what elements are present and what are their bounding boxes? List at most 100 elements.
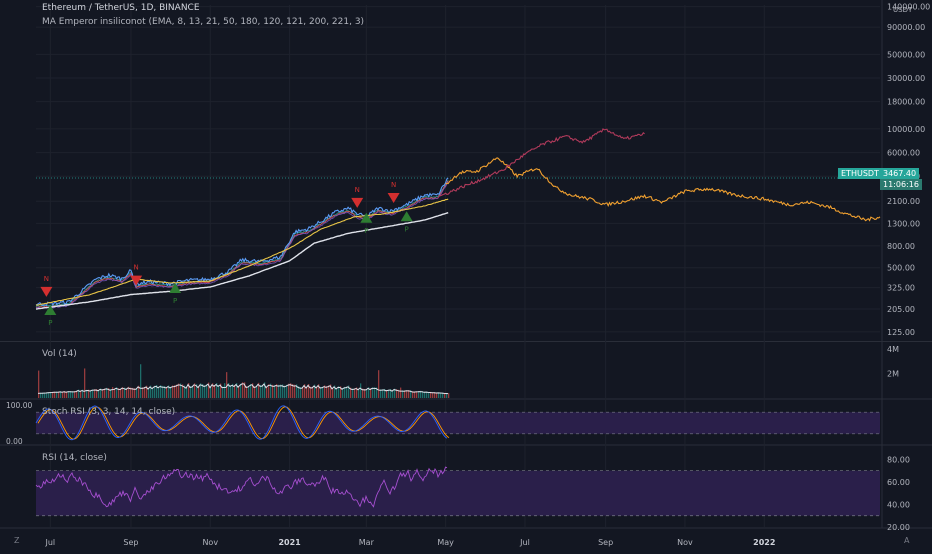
volume-bar: [212, 383, 214, 398]
volume-bar: [334, 385, 336, 398]
price-tick-label: 2100.00: [887, 197, 920, 206]
time-tick-label: Jul: [519, 538, 530, 547]
volume-bar: [144, 386, 146, 398]
volume-bar: [376, 387, 378, 398]
volume-bar: [370, 388, 372, 398]
volume-bar: [366, 388, 368, 398]
volume-tick-label: 4M: [887, 345, 899, 354]
volume-bar: [292, 384, 294, 398]
volume-bar: [172, 385, 174, 398]
buy-signal-marker[interactable]: [400, 211, 413, 222]
volume-bar: [92, 389, 94, 398]
volume-bar: [396, 389, 398, 398]
volume-bar: [348, 385, 350, 398]
volume-pane-label[interactable]: Vol (14): [42, 349, 77, 359]
volume-bar: [250, 383, 252, 398]
volume-bar: [138, 385, 140, 398]
ema-yellow-line[interactable]: [36, 198, 449, 306]
volume-bar: [356, 387, 358, 398]
time-tick-label: Sep: [123, 538, 138, 547]
volume-bar: [178, 383, 180, 398]
volume-bar: [224, 383, 226, 398]
volume-bar: [262, 384, 264, 398]
rsi-band: [36, 470, 880, 516]
volume-bar: [58, 391, 60, 398]
volume-bar: [306, 387, 308, 398]
volume-bar: [314, 384, 316, 398]
volume-bar: [362, 388, 364, 398]
volume-bar: [214, 385, 216, 398]
volume-bar: [268, 384, 270, 398]
volume-bar: [242, 382, 244, 398]
volume-bar: [216, 382, 218, 398]
volume-bar: [418, 391, 420, 398]
sell-signal-marker[interactable]: [40, 286, 53, 297]
volume-bar: [338, 386, 340, 398]
price-tick-label: 1300.00: [887, 219, 920, 228]
volume-bar: [282, 384, 284, 398]
volume-bar: [80, 390, 82, 398]
buy-signal-label: P: [48, 319, 52, 327]
volume-bar: [132, 387, 134, 398]
volume-bar: [84, 368, 86, 398]
indicator-legend[interactable]: MA Emperor insiliconot (EMA, 8, 13, 21, …: [42, 17, 365, 27]
volume-bar: [432, 392, 434, 398]
buy-signal-marker[interactable]: [44, 305, 57, 316]
sell-signal-marker[interactable]: [130, 275, 143, 286]
volume-bar: [386, 390, 388, 398]
volume-bar: [220, 383, 222, 398]
volume-bar: [218, 385, 220, 398]
volume-bar: [68, 391, 70, 398]
auto-scale-button[interactable]: A: [904, 536, 910, 545]
price-tick-label: 50000.00: [887, 50, 925, 59]
projection-orange-line[interactable]: [445, 157, 881, 222]
volume-bar: [200, 383, 202, 398]
volume-bar: [86, 389, 88, 398]
zoom-toggle-button[interactable]: Z: [14, 536, 20, 545]
stoch-pane-label[interactable]: Stoch RSI (3, 3, 14, 14, close): [42, 407, 176, 417]
volume-bar: [116, 387, 118, 398]
volume-bar: [442, 392, 444, 398]
price-tick-label: 325.00: [887, 284, 915, 293]
volume-bar: [188, 383, 190, 398]
volume-bar: [426, 391, 428, 398]
volume-bar: [320, 386, 322, 398]
buy-signal-label: P: [364, 227, 368, 235]
volume-bar: [416, 391, 418, 398]
volume-bar: [412, 391, 414, 398]
volume-bar: [300, 387, 302, 398]
buy-signal-marker[interactable]: [169, 282, 182, 293]
volume-bar: [398, 389, 400, 398]
volume-bar: [322, 386, 324, 398]
grid-lines: [0, 0, 932, 529]
volume-bars: [37, 364, 450, 398]
sell-signal-marker[interactable]: [351, 197, 364, 208]
ema-slow-line[interactable]: [35, 212, 449, 310]
sell-signal-label: N: [44, 275, 49, 283]
volume-bar: [270, 383, 272, 398]
volume-bar: [76, 390, 78, 398]
volume-bar: [364, 389, 366, 398]
volume-bar: [230, 385, 232, 398]
volume-bar: [438, 392, 440, 398]
rsi-line: [35, 466, 448, 508]
rsi-pane-label[interactable]: RSI (14, close): [42, 453, 107, 463]
price-tick-label: 125.00: [887, 328, 915, 337]
buy-signal-label: P: [405, 225, 409, 233]
volume-bar: [126, 388, 128, 398]
buy-signal-marker[interactable]: [360, 212, 373, 223]
price-line[interactable]: [35, 177, 449, 307]
volume-bar: [244, 382, 246, 398]
volume-bar: [180, 383, 182, 398]
volume-bar: [48, 392, 50, 398]
ema-ribbon-line: [35, 181, 449, 309]
price-series: [35, 128, 881, 310]
projection-maroon-line[interactable]: [437, 128, 645, 199]
sell-signal-marker[interactable]: [387, 193, 400, 204]
volume-bar: [228, 383, 230, 398]
volume-bar: [350, 387, 352, 398]
volume-bar: [198, 386, 200, 398]
volume-bar: [408, 390, 410, 398]
